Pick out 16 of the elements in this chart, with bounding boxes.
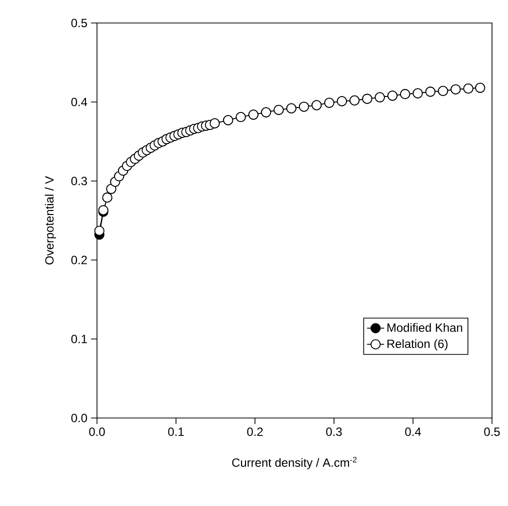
x-tick-label: 0.5 [484, 428, 500, 436]
y-tick-label: 0.4 [71, 98, 88, 106]
x-tick-label: 0.4 [405, 428, 421, 436]
legend-label: Relation (6) [387, 339, 448, 350]
y-tick-label: 0.3 [71, 176, 87, 186]
x-tick-label: 0.1 [168, 428, 184, 436]
y-tick-label: 0.2 [71, 256, 87, 264]
y-tick-label: 0.0 [71, 414, 88, 422]
x-axis-title: Current density / A.cm$^{-2}$ [232, 456, 357, 470]
x-tick-label: 0.0 [89, 428, 105, 436]
y-axis-title: Overpotential / V [44, 176, 56, 264]
y-tick-label: 0.1 [71, 334, 87, 344]
x-tick-label: 0.2 [247, 428, 263, 436]
y-tick-label: 0.5 [71, 18, 87, 28]
legend-label: Modified Khan [387, 323, 462, 332]
x-tick-label: 0.3 [326, 428, 342, 436]
